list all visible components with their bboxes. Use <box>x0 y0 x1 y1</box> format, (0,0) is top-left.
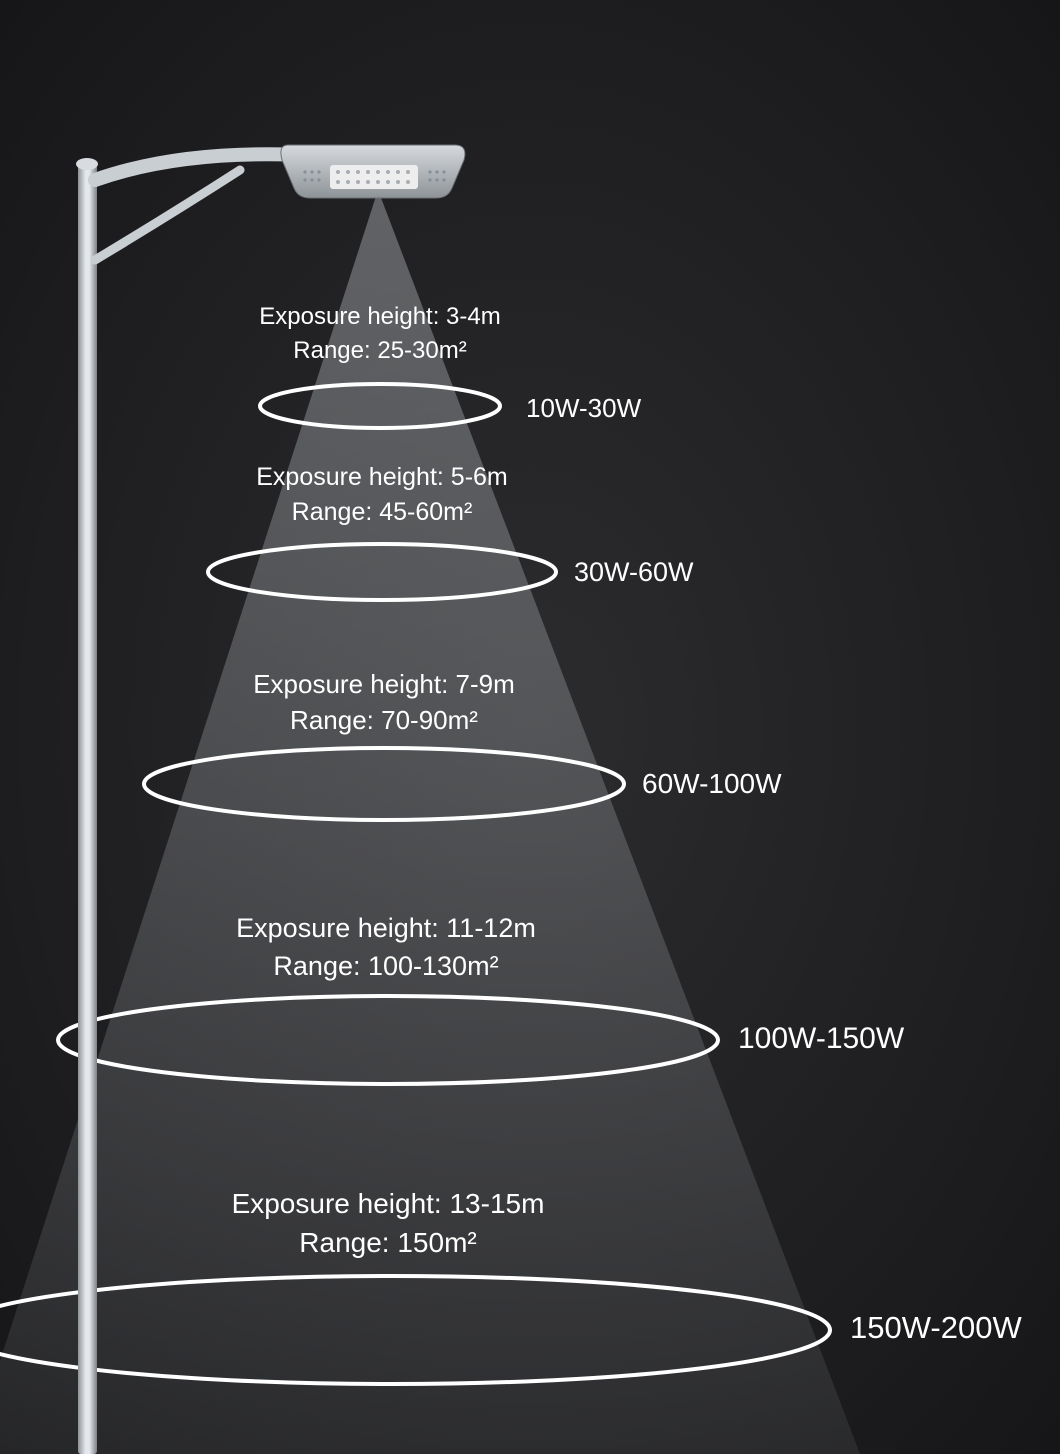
tier-spec-5: Exposure height: 13-15mRange: 150m² <box>188 1184 588 1262</box>
tier-spec-2: Exposure height: 5-6mRange: 45-60m² <box>182 460 582 530</box>
range-label: Range: 70-90m² <box>184 702 584 738</box>
wattage-label-2: 30W-60W <box>574 557 694 588</box>
wattage-label-1: 10W-30W <box>526 393 641 424</box>
light-cone <box>0 190 860 1454</box>
range-label: Range: 150m² <box>188 1223 588 1262</box>
range-label: Range: 100-130m² <box>186 948 586 986</box>
range-label: Range: 45-60m² <box>182 495 582 530</box>
range-label: Range: 25-30m² <box>180 334 580 368</box>
tier-spec-4: Exposure height: 11-12mRange: 100-130m² <box>186 910 586 986</box>
exposure-height-label: Exposure height: 13-15m <box>188 1184 588 1223</box>
tier-spec-3: Exposure height: 7-9mRange: 70-90m² <box>184 666 584 739</box>
exposure-height-label: Exposure height: 11-12m <box>186 910 586 948</box>
lamp-head <box>281 145 465 198</box>
wattage-label-5: 150W-200W <box>850 1310 1022 1346</box>
tier-spec-1: Exposure height: 3-4mRange: 25-30m² <box>180 300 580 367</box>
exposure-height-label: Exposure height: 3-4m <box>180 300 580 334</box>
exposure-height-label: Exposure height: 5-6m <box>182 460 582 495</box>
exposure-height-label: Exposure height: 7-9m <box>184 666 584 702</box>
wattage-label-3: 60W-100W <box>642 768 782 800</box>
wattage-label-4: 100W-150W <box>738 1022 904 1056</box>
